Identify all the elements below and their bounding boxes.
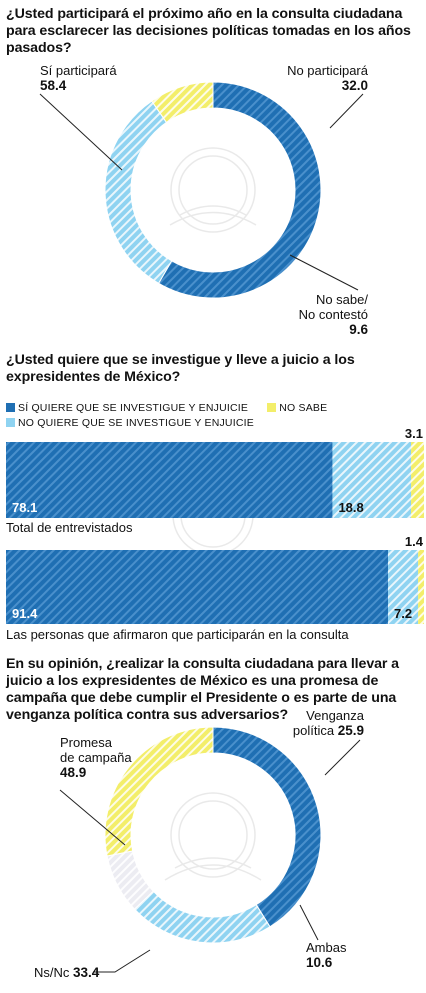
label-no-sabe: No sabe/ No contestó 9.6 <box>298 292 368 337</box>
participation-slice-0 <box>157 81 322 299</box>
bar-1-label-0: 91.4 <box>12 606 38 621</box>
bar-0-segment-0 <box>6 442 333 518</box>
bar-0-label-1: 18.8 <box>338 500 363 515</box>
bar-1-label-1: 7.2 <box>394 606 412 621</box>
question-3-title: En su opinión, ¿realizar la consulta ciu… <box>6 656 399 723</box>
value-venganza: 25.9 <box>337 723 364 738</box>
bar-1-segment-0 <box>6 550 389 624</box>
bar-0-segment-2 <box>411 442 424 518</box>
label-no-participara: No participará 32.0 <box>287 63 368 93</box>
question-2-title: ¿Usted quiere que se investigue y lleve … <box>6 352 355 385</box>
value-nsnc: 33.4 <box>73 965 100 980</box>
value-promesa: 48.9 <box>60 765 87 780</box>
participation-slice-2 <box>151 81 214 124</box>
label-ambas: Ambas 10.6 <box>306 940 347 970</box>
watermark-seal-3 <box>164 792 262 881</box>
watermark-seal-1 <box>169 147 257 233</box>
label-si-participara: Sí participará 58.4 <box>40 63 117 93</box>
leader-lines <box>39 93 364 973</box>
legend-row-2: NO QUIERE QUE SE INVESTIGUE Y ENJUICIE <box>6 417 254 430</box>
bar-caption-total: Total de entrevistados <box>6 520 133 535</box>
bar-1-segment-1 <box>388 550 419 624</box>
bar-0-label-2: 3.1 <box>405 426 423 441</box>
value-no-participara: 32.0 <box>341 78 368 93</box>
value-no-sabe: 9.6 <box>349 322 368 337</box>
participation-slice-1 <box>104 100 173 284</box>
label-nsnc: Ns/Nc 33.4 <box>34 965 100 980</box>
legend-swatch-yes <box>6 403 15 412</box>
label-venganza: Venganza política 25.9 <box>292 708 364 738</box>
donut-chart-opinion <box>104 726 322 944</box>
legend-row-1: SÍ QUIERE QUE SE INVESTIGUE Y ENJUICIE N… <box>6 402 327 415</box>
donut-chart-participation <box>104 81 322 299</box>
opinion-slice-3 <box>104 726 214 857</box>
bar-1-label-2: 1.4 <box>405 534 424 549</box>
opinion-slice-1 <box>133 890 271 944</box>
legend-swatch-dk <box>267 403 277 412</box>
value-ambas: 10.6 <box>306 955 333 970</box>
bar-0-label-0: 78.1 <box>12 500 37 515</box>
label-promesa: Promesa de campaña 48.9 <box>60 735 132 780</box>
opinion-slice-0 <box>212 726 322 928</box>
bar-0-segment-1 <box>332 442 412 518</box>
bar-caption-participants: Las personas que afirmaron que participa… <box>6 627 349 642</box>
value-si-participara: 58.4 <box>40 78 67 93</box>
legend-swatch-no <box>6 418 15 427</box>
bar-1-segment-2 <box>418 550 424 624</box>
stacked-bar-chart-trial: 78.1 18.8 3.1 91.4 7.2 1.4 <box>6 426 424 624</box>
question-1-title: ¿Usted participará el próximo año en la … <box>6 6 411 56</box>
